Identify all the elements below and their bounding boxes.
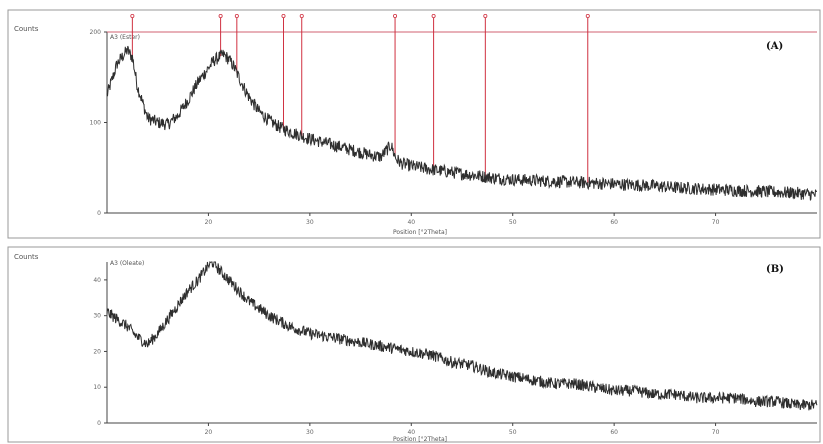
panel-b-ylabel: Counts [14, 253, 39, 261]
panel-b-xlabel: Position [°2Theta] [393, 436, 447, 443]
x-tick-label: 20 [205, 219, 213, 226]
panel-a: Counts A3 (Ester) (A) Position [°2Theta]… [7, 9, 821, 239]
y-tick-label: 200 [90, 29, 102, 36]
panel-a-series-line [106, 45, 817, 201]
reference-peak-marker [130, 13, 135, 18]
panel-a-xlabel: Position [°2Theta] [393, 229, 447, 236]
x-tick-label: 30 [306, 219, 314, 226]
reference-peak-marker [483, 13, 488, 18]
panel-a-ylabel: Counts [14, 25, 39, 33]
panel-b: Counts A3 (Oleate) (B) Position [°2Theta… [7, 246, 821, 443]
x-tick-label: 20 [205, 429, 213, 436]
x-tick-label: 60 [610, 219, 618, 226]
reference-peak-marker [585, 13, 590, 18]
panel-b-frame [7, 246, 821, 443]
x-tick-label: 70 [712, 429, 720, 436]
x-tick-label: 70 [712, 219, 720, 226]
y-tick-label: 40 [93, 277, 101, 284]
panel-a-reference-peaks [130, 13, 590, 183]
reference-peak-marker [281, 13, 286, 18]
panel-a-sample-label: A3 (Ester) [110, 34, 140, 41]
panel-b-series-line [106, 261, 818, 411]
y-tick-label: 0 [97, 420, 101, 427]
reference-peak-marker [299, 13, 304, 18]
y-tick-label: 20 [93, 348, 101, 355]
panel-b-tag: (B) [766, 264, 784, 275]
panel-a-ticks: 20 30 40 50 60 70 0 100 200 [90, 29, 720, 226]
reference-peak-marker [234, 13, 239, 18]
reference-peak-marker [431, 13, 436, 18]
panel-b-ticks: 20 30 40 50 60 70 0 10 20 30 40 [93, 277, 719, 436]
y-tick-label: 30 [93, 313, 101, 320]
x-tick-label: 50 [509, 219, 517, 226]
panel-a-tag: (A) [766, 41, 783, 52]
reference-peak-marker [393, 13, 398, 18]
panel-b-sample-label: A3 (Oleate) [110, 260, 144, 267]
y-tick-label: 0 [97, 210, 101, 217]
y-tick-label: 10 [93, 384, 101, 391]
reference-peak-marker [218, 13, 223, 18]
x-tick-label: 60 [610, 429, 618, 436]
x-tick-label: 50 [509, 429, 517, 436]
panel-a-frame [7, 9, 821, 239]
x-tick-label: 40 [407, 429, 415, 436]
x-tick-label: 40 [407, 219, 415, 226]
y-tick-label: 100 [90, 120, 102, 127]
x-tick-label: 30 [306, 429, 314, 436]
